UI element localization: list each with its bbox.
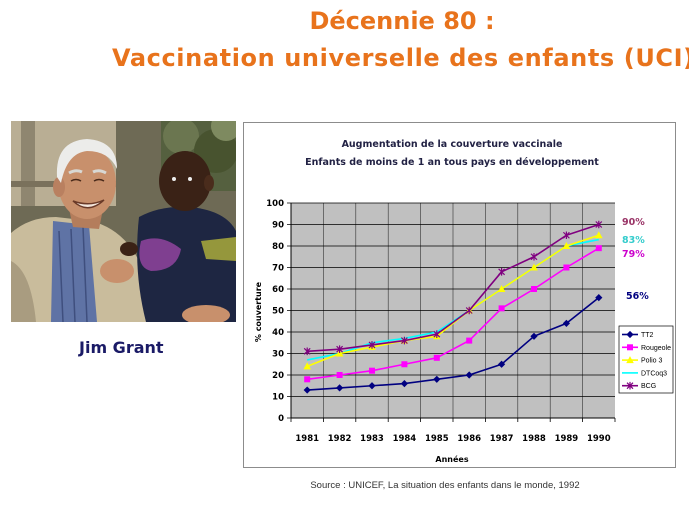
series-tt2-point-1983 <box>368 382 376 390</box>
series-polio-3-line <box>306 234 600 368</box>
series-tt2-point-1984 <box>400 380 408 388</box>
legend-entry-polio-3: Polio 3 <box>622 356 663 365</box>
legend-label-rougeole: Rougeole <box>641 345 671 352</box>
x-tick-label-1983: 1983 <box>360 434 384 444</box>
annotation-90-percent: 90% <box>622 217 645 228</box>
y-tick-label-10: 10 <box>272 393 284 403</box>
series-tt2-point-1982 <box>336 384 344 392</box>
x-tick-label-1988: 1988 <box>522 434 546 444</box>
x-tick-label-1987: 1987 <box>490 434 514 444</box>
series-rougeole-point-1988 <box>531 286 537 292</box>
legend-entry-rougeole: Rougeole <box>622 344 671 352</box>
x-tick-label-1981: 1981 <box>295 434 319 444</box>
coverage-line-chart: Augmentation de la couverture vaccinale … <box>254 139 674 464</box>
x-tick-label-1989: 1989 <box>555 434 579 444</box>
series-bcg-point-1989 <box>562 231 570 240</box>
y-tick-label-60: 60 <box>272 285 284 295</box>
series-tt2 <box>303 294 603 394</box>
x-tick-label-1982: 1982 <box>328 434 352 444</box>
annotation-56-percent: 56% <box>626 291 649 302</box>
series-rougeole-point-1984 <box>401 361 408 368</box>
series-rougeole-point-1987 <box>498 305 505 312</box>
series-polio-3-point-1981 <box>303 362 311 370</box>
series-rougeole-point-1989 <box>563 264 570 271</box>
series-tt2-point-1981 <box>303 386 311 394</box>
series-rougeole-point-1990 <box>595 245 602 252</box>
x-tick-label-1986: 1986 <box>457 434 481 444</box>
series-bcg <box>303 220 603 356</box>
legend-entry-bcg: BCG <box>622 381 656 390</box>
x-tick-label-1990: 1990 <box>587 434 611 444</box>
series-polio-3-point-1989 <box>562 242 571 249</box>
series-rougeole-point-1982 <box>336 372 343 378</box>
y-tick-label-20: 20 <box>272 371 284 381</box>
legend: TT2 Rougeole Polio 3 DTCoq3 BCG <box>618 325 674 394</box>
photo-caption: Jim Grant <box>79 338 164 357</box>
x-axis-label: Années <box>435 454 468 464</box>
y-tick-label-50: 50 <box>272 307 284 317</box>
series-rougeole <box>304 245 602 383</box>
y-tick-label-0: 0 <box>278 414 284 424</box>
chart-subtitle: Enfants de moins de 1 an tous pays en dé… <box>305 157 599 168</box>
annotation-79-percent: 79% <box>622 249 645 260</box>
series-tt2-line <box>307 296 600 391</box>
y-tick-label-100: 100 <box>266 199 284 209</box>
slide-title-line-2: Vaccination universelle des enfants (UCI… <box>112 44 689 72</box>
legend-marker-polio-3 <box>626 356 634 364</box>
y-tick-label-90: 90 <box>272 221 284 231</box>
y-axis-label: % couverture <box>254 281 263 342</box>
legend-label-bcg: BCG <box>641 383 656 390</box>
series-tt2-point-1990 <box>595 294 603 302</box>
series-tt2-point-1986 <box>465 371 473 379</box>
series-bcg-point-1981 <box>303 347 311 356</box>
y-tick-label-40: 40 <box>272 328 284 338</box>
series-tt2-point-1989 <box>562 319 570 327</box>
annotation-83-percent: 83% <box>622 235 645 246</box>
legend-marker-rougeole <box>627 344 633 351</box>
y-tick-label-30: 30 <box>272 350 284 360</box>
series-rougeole-point-1981 <box>304 376 311 383</box>
legend-label-polio-3: Polio 3 <box>641 358 663 365</box>
series-bcg-point-1987 <box>498 268 506 276</box>
series-polio-3-point-1990 <box>595 231 603 239</box>
series-bcg-point-1983 <box>368 341 376 349</box>
series-tt2-point-1988 <box>530 332 538 340</box>
series-rougeole-point-1985 <box>433 354 440 361</box>
series-rougeole-line <box>307 247 600 381</box>
y-tick-label-80: 80 <box>272 242 284 252</box>
series-bcg-line <box>307 223 600 353</box>
source-note: Source : UNICEF, La situation des enfant… <box>310 480 580 491</box>
series-bcg-point-1986 <box>465 306 473 315</box>
series-polio-3-point-1987 <box>497 285 506 292</box>
legend-entry-dtcoq3: DTCoq3 <box>622 370 667 377</box>
legend-entry-tt2: TT2 <box>622 330 654 339</box>
series-polio-3-point-1988 <box>530 263 538 271</box>
slide-title-line-1: Décennie 80 : <box>309 7 495 35</box>
series-tt2-point-1987 <box>498 360 506 368</box>
y-tick-label-70: 70 <box>272 264 284 274</box>
x-tick-label-1985: 1985 <box>425 434 449 444</box>
legend-label-dtcoq3: DTCoq3 <box>641 370 667 377</box>
x-tick-label-1984: 1984 <box>393 434 417 444</box>
legend-marker-bcg <box>626 381 634 390</box>
jim-grant-photo <box>11 121 236 322</box>
series-tt2-point-1985 <box>433 375 441 383</box>
legend-marker-tt2 <box>626 330 634 339</box>
chart-title: Augmentation de la couverture vaccinale <box>342 139 563 150</box>
series-bcg-point-1982 <box>336 345 344 353</box>
series-rougeole-point-1983 <box>369 367 375 374</box>
series-bcg-point-1988 <box>530 252 538 261</box>
series-bcg-point-1990 <box>595 220 603 229</box>
series-bcg-point-1985 <box>433 330 441 338</box>
series-bcg-point-1984 <box>400 336 408 345</box>
series-rougeole-point-1986 <box>466 337 473 344</box>
legend-label-tt2: TT2 <box>641 332 654 339</box>
